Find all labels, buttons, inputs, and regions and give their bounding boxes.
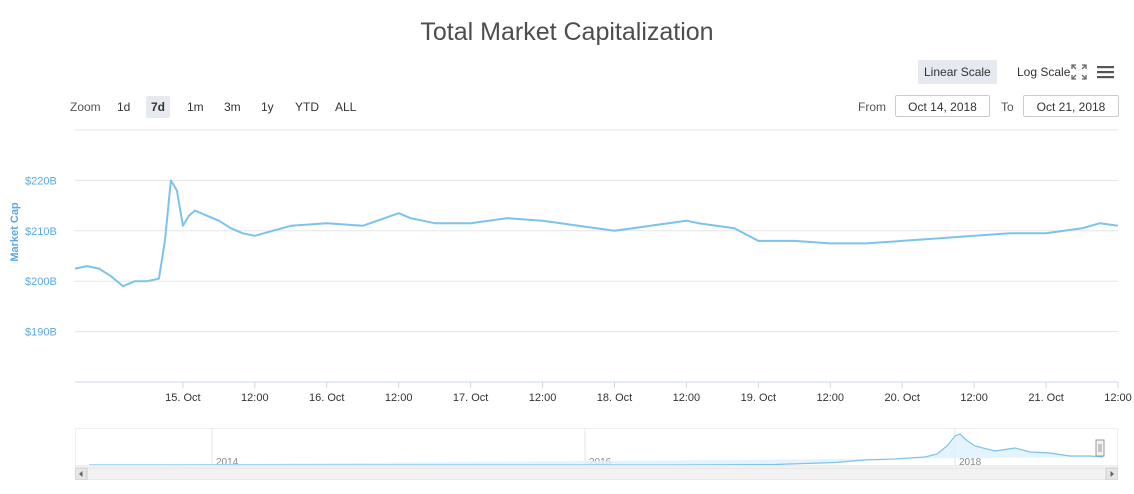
linear-scale-button[interactable]: Linear Scale [918,60,997,84]
data-point[interactable] [648,223,653,228]
data-point[interactable] [360,223,365,228]
data-point[interactable] [792,238,797,243]
data-point[interactable] [168,178,173,183]
data-point[interactable] [186,213,191,218]
zoom-1y-button[interactable]: 1y [261,100,274,114]
y-axis-title: Market Cap [9,202,21,262]
y-tick-label: $190B [25,327,57,339]
data-point[interactable] [1080,226,1085,231]
data-point[interactable] [408,216,413,221]
data-point[interactable] [468,221,473,226]
data-point[interactable] [576,223,581,228]
data-point[interactable] [732,226,737,231]
data-point[interactable] [696,221,701,226]
data-point[interactable] [192,208,197,213]
data-point[interactable] [936,236,941,241]
data-point[interactable] [156,276,161,281]
data-point[interactable] [684,218,689,223]
data-point[interactable] [540,218,545,223]
data-point[interactable] [288,223,293,228]
data-point[interactable] [84,264,89,269]
data-point[interactable] [162,238,167,243]
data-point[interactable] [1098,221,1103,226]
x-tick-label: 21. Oct [1028,392,1063,404]
zoom-all-button[interactable]: ALL [335,100,357,114]
data-point[interactable] [144,279,149,284]
x-tick-label: 12:00 [241,392,269,404]
data-point[interactable] [228,226,233,231]
chart-title: Total Market Capitalization [420,18,714,46]
data-point[interactable] [216,218,221,223]
x-tick-label: 19. Oct [741,392,776,404]
x-tick-label: 12:00 [385,392,413,404]
data-point[interactable] [204,213,209,218]
navigator-handle[interactable] [1095,439,1105,457]
data-point[interactable] [396,211,401,216]
range-from-input[interactable]: Oct 14, 2018 [895,95,990,117]
navigator-label-2018: 2018 [959,457,982,468]
data-point[interactable] [612,228,617,233]
x-tick-label: 12:00 [960,392,988,404]
x-tick-label: 12:00 [817,392,845,404]
zoom-3m-button[interactable]: 3m [224,100,241,114]
zoom-1d-button[interactable]: 1d [117,100,131,114]
x-tick-label: 16. Oct [309,392,344,404]
data-point[interactable] [1008,231,1013,236]
fullscreen-icon[interactable] [1070,63,1088,81]
data-point[interactable] [972,233,977,238]
navigator-label-2014: 2014 [216,457,239,468]
data-point[interactable] [432,221,437,226]
series-line[interactable] [74,179,1119,288]
y-tick-label: $210B [25,226,57,238]
navigator-scrollbar[interactable] [74,467,1119,481]
navigator-series [89,433,1104,466]
data-point[interactable] [756,238,761,243]
hamburger-menu-icon[interactable] [1096,63,1116,81]
zoom-7d-button[interactable]: 7d [146,96,171,118]
zoom-ytd-button[interactable]: YTD [295,100,319,114]
data-point[interactable] [108,274,113,279]
data-point[interactable] [120,284,125,289]
scroll-left-arrow-icon[interactable] [74,467,88,481]
data-point[interactable] [1044,231,1049,236]
log-scale-button[interactable]: Log Scale [1017,65,1071,79]
x-tick-label: 12:00 [1104,392,1132,404]
data-point[interactable] [828,241,833,246]
x-tick-label: 12:00 [529,392,557,404]
data-point[interactable] [504,216,509,221]
zoom-1m-button[interactable]: 1m [187,100,204,114]
range-from-label: From [858,100,886,114]
data-point[interactable] [96,266,101,271]
x-tick-label: 20. Oct [884,392,919,404]
data-point[interactable] [900,238,905,243]
data-point[interactable] [132,279,137,284]
data-point[interactable] [240,231,245,236]
data-point[interactable] [252,233,257,238]
data-point[interactable] [864,241,869,246]
data-point[interactable] [73,266,78,271]
data-point[interactable] [1116,223,1121,228]
x-tick-label: 18. Oct [597,392,632,404]
scroll-right-arrow-icon[interactable] [1105,467,1119,481]
zoom-label: Zoom [70,100,101,114]
data-point[interactable] [180,223,185,228]
y-tick-label: $220B [25,175,57,187]
x-tick-label: 15. Oct [165,392,200,404]
range-to-input[interactable]: Oct 21, 2018 [1023,95,1119,117]
data-point[interactable] [174,188,179,193]
x-tick-label: 12:00 [673,392,701,404]
x-tick-label: 17. Oct [453,392,488,404]
data-point[interactable] [324,221,329,226]
y-tick-label: $200B [25,276,57,288]
navigator[interactable]: 2014 2016 2018 [74,427,1119,481]
range-to-label: To [1001,100,1014,114]
